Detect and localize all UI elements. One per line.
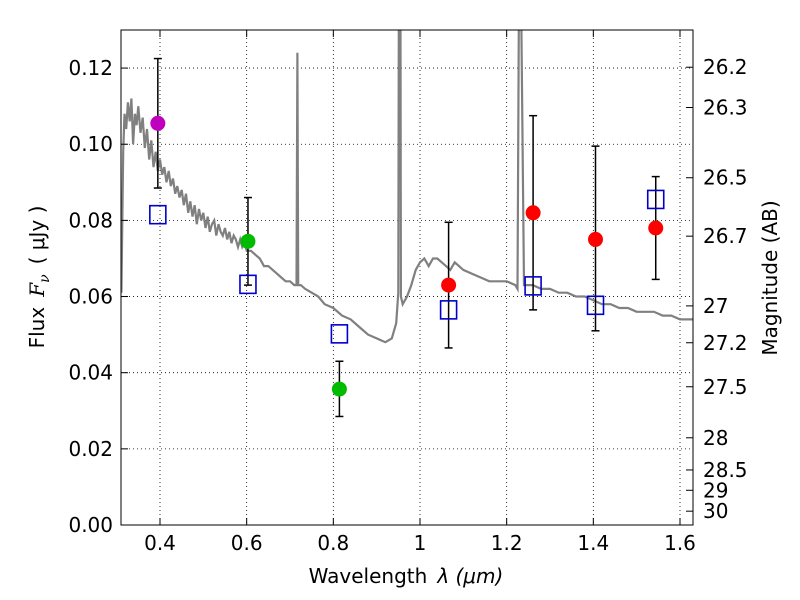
y-tick-label: 0.12 [68,56,113,80]
observed-point [648,220,664,236]
spectrum-line [121,30,693,344]
y-axis-label: FluxFν( μJy ) [25,206,53,349]
plot-frame [120,29,694,526]
x-tick-label: 0.6 [231,531,263,555]
observed-point [441,277,457,293]
observed-point [588,231,603,247]
observed-point [331,381,347,397]
spectrum-series [121,30,693,344]
model-point [239,274,257,295]
y2-tick-label: 27.5 [703,375,748,399]
y2-tick-label: 26.3 [703,95,748,119]
x-tick-label: 1.4 [577,531,609,555]
y-tick-label: 0.06 [68,285,113,309]
model-point [149,204,167,225]
observed-photometry-series [150,115,664,397]
y2-tick-label: 27.2 [703,331,748,355]
model-point [646,189,665,210]
y2-tick-label: 27 [703,294,728,318]
y-tick-label: 0.08 [68,208,113,232]
observed-point [525,205,541,221]
y2-tick-label: 26.7 [703,224,748,248]
model-point [439,300,458,320]
x-axis-ticks: 0.4 0.6 0.8 1 1.2 1.4 1.6 [144,30,696,555]
model-photometry-series [149,189,665,344]
y2-tick-label: 28.5 [703,458,748,482]
x-axis-label: Wavelength λ (μm) [309,564,504,588]
y2-axis-label: Magnitude (AB) [758,200,782,355]
x-tick-label: 1.6 [664,531,696,555]
observed-point [150,115,166,131]
y2-tick-label: 30 [703,499,728,523]
y2-tick-label: 26.5 [703,166,748,190]
y-tick-label: 0.00 [68,513,113,537]
model-point [586,295,605,316]
x-tick-label: 1 [414,531,427,555]
x-tick-label: 0.8 [317,531,349,555]
y2-tick-label: 26.2 [703,55,748,79]
model-point [330,324,349,344]
y-axis-ticks: 0.00 0.02 0.04 0.06 0.08 0.10 0.12 [68,56,128,537]
grid-lines [121,30,693,526]
y-tick-label: 0.02 [68,437,113,461]
y-tick-label: 0.04 [68,361,113,385]
model-point [524,276,542,296]
x-tick-label: 0.4 [144,531,176,555]
y2-tick-label: 29 [703,478,728,502]
x-tick-label: 1.2 [491,531,523,555]
y-tick-label: 0.10 [68,132,113,156]
observed-point [240,233,256,249]
y2-tick-label: 28 [703,426,728,450]
